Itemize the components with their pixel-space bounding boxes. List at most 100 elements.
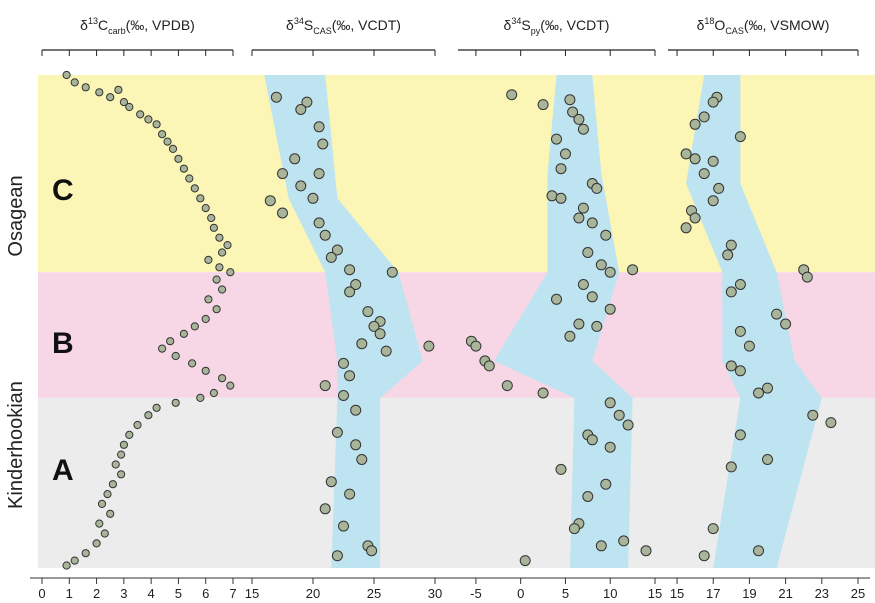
data-point [362,306,374,318]
tick-label: 25 [367,586,381,601]
stage-label-kinderhookian: Kinderhookian [5,381,27,509]
data-point [174,154,183,163]
data-point [380,345,392,357]
data-point [204,295,213,304]
data-point [627,264,639,276]
data-point [106,93,115,102]
data-point [825,417,837,429]
data-point [591,320,603,332]
data-point [537,99,549,111]
data-point [350,439,362,451]
data-point [374,328,386,340]
data-point [734,325,746,337]
data-point [264,195,276,207]
data-point [591,182,603,194]
data-point [319,229,331,241]
tick-label: 10 [603,586,617,601]
tick-label: 0 [517,586,524,601]
tick-label: 19 [742,586,756,601]
data-point [81,549,90,558]
data-point [117,450,126,459]
points-layer [62,70,837,570]
data-point [70,556,79,565]
data-point [604,441,616,453]
data-point [218,285,227,294]
axes-layer: 0 1 2 3 4 5 6 7 15 20 25 30 -5 0 5 10 15 15 17 19 21 23 25 [30,49,870,601]
data-point [62,70,71,80]
tick-label: 21 [778,586,792,601]
data-point [319,503,331,515]
data-point [573,113,585,125]
data-point [577,202,589,214]
data-point [185,174,194,183]
data-point [734,365,746,377]
data-point [171,351,180,361]
data-point [586,291,598,303]
data-point [301,96,313,108]
data-point [117,470,126,479]
data-point [356,338,368,350]
data-point [551,293,562,305]
data-point [190,322,199,331]
data-point [577,279,589,290]
data-point [555,463,567,475]
tick-label: -5 [470,586,482,601]
data-point [595,259,607,271]
axis-titles: δ13Ccarb(‰, VPDB) δ34SCAS(‰, VCDT) δ34Spy(… [80,16,829,36]
data-point [111,460,120,469]
data-point [560,148,571,160]
data-point [277,168,288,180]
data-point [179,164,188,173]
data-point [386,266,398,278]
data-point [171,398,180,407]
data-point [338,357,349,369]
data-point [604,266,616,278]
data-point [725,461,737,473]
data-point [725,360,737,372]
data-point [344,286,356,298]
data-point [270,91,282,103]
data-point [680,148,692,160]
envelope-layer [264,75,822,568]
data-point [344,264,356,276]
data-point [600,229,612,241]
data-point [133,420,142,430]
tick-label: 15 [648,586,662,601]
data-point [537,387,549,399]
data-point [218,374,227,383]
data-point [125,102,134,112]
stage-label-osagean: Osagean [5,175,27,256]
data-point [780,318,792,330]
data-point [108,480,118,489]
data-point [119,440,129,449]
data-point [689,118,701,130]
data-point [144,411,153,420]
data-point [743,340,755,352]
data-point [753,545,764,557]
data-point [212,275,221,284]
tick-label: 2 [93,586,100,601]
data-point [215,263,224,272]
data-point [226,381,235,390]
data-point [604,397,616,409]
tick-label: 7 [229,586,236,601]
data-point [196,194,205,203]
data-point [801,271,813,283]
data-point [753,387,764,399]
data-point [366,545,378,557]
data-point [325,251,337,263]
envelope-band-3 [493,75,633,568]
data-point [188,359,197,368]
data-point [344,370,356,382]
data-point [100,529,109,538]
data-point [725,239,737,251]
data-point [707,195,719,207]
tick-label: 15 [245,586,259,601]
data-point [555,163,567,175]
data-point [313,121,325,133]
axis-title-2: δ34SCAS(‰, VCDT) [286,16,401,36]
tick-label: 17 [706,586,720,601]
data-point [331,550,343,562]
data-point [196,393,205,402]
data-point [95,519,104,528]
